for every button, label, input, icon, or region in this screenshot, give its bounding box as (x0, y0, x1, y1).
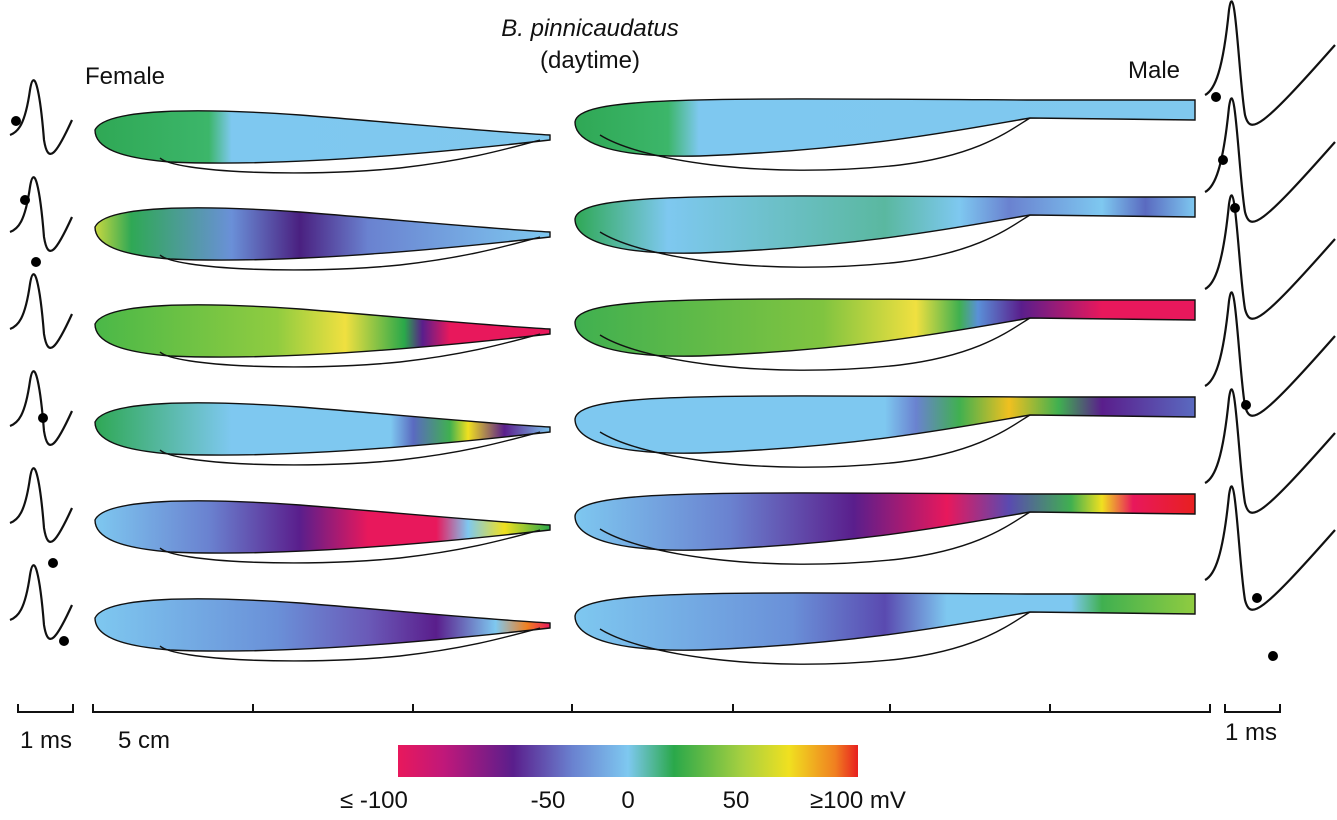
colorbar-label: -50 (531, 787, 566, 814)
male-label: Male (1128, 57, 1180, 84)
time-scale-right: 1 ms (1225, 719, 1277, 746)
condition: (daytime) (540, 47, 640, 74)
female-maps (94, 110, 551, 662)
female-waveforms (8, 79, 74, 646)
female-label: Female (85, 63, 165, 90)
male-maps (574, 98, 1196, 665)
scale-bars (17, 704, 1281, 713)
colorbar (398, 745, 858, 777)
male-waveforms (1203, 0, 1337, 661)
time-scale-left: 1 ms (20, 727, 72, 754)
species: B. pinnicaudatus (501, 15, 678, 42)
colorbar-label: ≥100 mV (810, 787, 906, 814)
colorbar-label: 50 (723, 787, 750, 814)
colorbar-label: ≤ -100 (340, 787, 408, 814)
length-scale: 5 cm (118, 727, 170, 754)
colorbar-label: 0 (621, 787, 634, 814)
